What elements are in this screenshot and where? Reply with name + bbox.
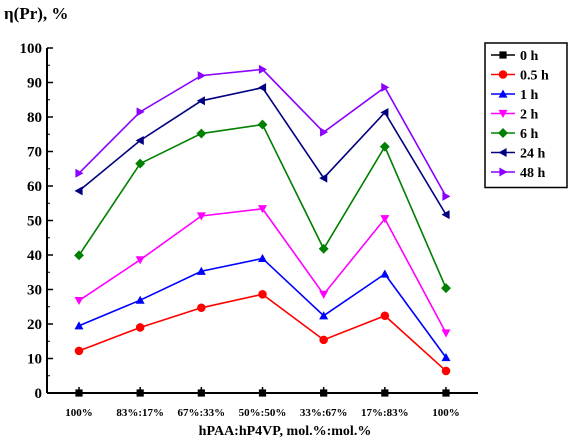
- x-tick-label: 67%:33%: [177, 407, 225, 419]
- data-point: [442, 389, 450, 397]
- data-point: [319, 173, 328, 183]
- series-line: [78, 86, 447, 216]
- legend-box: [484, 42, 568, 189]
- y-tick-label: 60: [27, 179, 42, 195]
- data-point: [258, 64, 267, 74]
- data-point: [380, 215, 390, 224]
- y-tick-label: 10: [27, 352, 42, 368]
- series-line: [78, 293, 447, 372]
- series-line: [78, 207, 447, 334]
- x-tick-label: 100%: [432, 407, 460, 419]
- data-point: [379, 141, 390, 152]
- data-point: [441, 352, 451, 362]
- data-point: [442, 191, 451, 201]
- data-point: [135, 323, 145, 332]
- legend-label: 0 h: [520, 49, 539, 64]
- x-tick-label: 33%:67%: [300, 407, 348, 419]
- data-point: [196, 128, 207, 139]
- legend-marker: [498, 70, 508, 79]
- data-point: [136, 389, 144, 397]
- data-point: [135, 158, 146, 169]
- data-point: [320, 389, 328, 397]
- data-point: [258, 205, 267, 214]
- legend-marker: [498, 89, 508, 98]
- data-point: [380, 269, 390, 278]
- y-tick-label: 70: [27, 145, 42, 161]
- data-point: [74, 186, 83, 196]
- y-tick-label: 40: [27, 248, 42, 264]
- data-point: [197, 389, 205, 397]
- data-point: [136, 107, 145, 117]
- legend-label: 2 h: [520, 108, 539, 123]
- data-point: [135, 295, 145, 304]
- data-point: [381, 82, 390, 92]
- data-point: [135, 135, 144, 145]
- y-tick-label: 30: [27, 283, 42, 299]
- data-point: [258, 290, 267, 299]
- data-point: [441, 210, 450, 220]
- data-point: [441, 366, 451, 376]
- data-point: [381, 389, 389, 397]
- data-point: [196, 266, 206, 275]
- x-tick-label: 50%:50%: [239, 407, 287, 419]
- legend-marker: [499, 51, 507, 59]
- data-point: [197, 303, 206, 313]
- y-tick-label: 100: [20, 41, 43, 57]
- legend-label: 0.5 h: [520, 69, 549, 84]
- data-point: [441, 329, 451, 338]
- series-line: [78, 257, 447, 358]
- legend-marker: [498, 109, 508, 118]
- data-point: [258, 83, 267, 93]
- data-point: [319, 335, 328, 345]
- data-point: [258, 253, 267, 263]
- data-point: [74, 250, 84, 261]
- data-point: [74, 321, 84, 330]
- data-point: [257, 119, 268, 130]
- data-point: [196, 212, 206, 221]
- legend-label: 24 h: [520, 147, 546, 162]
- y-axis-label: η(Pr), %: [4, 4, 69, 23]
- y-tick-label: 0: [35, 386, 43, 402]
- x-axis-label: hPAA:hP4VP, mol.%:mol.%: [198, 424, 372, 439]
- data-point: [196, 96, 205, 106]
- data-point: [320, 127, 329, 137]
- legend-marker: [498, 148, 507, 157]
- data-point: [319, 290, 329, 299]
- data-point: [318, 243, 329, 254]
- data-point: [441, 283, 451, 294]
- y-tick-label: 20: [27, 317, 42, 333]
- data-point: [135, 256, 145, 265]
- y-tick-label: 50: [27, 214, 42, 230]
- legend-label: 1 h: [520, 88, 539, 103]
- data-point: [258, 389, 267, 397]
- data-point: [75, 168, 84, 178]
- legend-marker: [499, 167, 508, 177]
- y-tick-label: 90: [27, 76, 42, 92]
- data-point: [75, 389, 83, 397]
- x-tick-label: 83%:17%: [116, 407, 164, 419]
- x-tick-label: 17%:83%: [361, 407, 409, 419]
- y-tick-label: 80: [27, 110, 42, 126]
- data-point: [380, 108, 389, 118]
- data-point: [74, 296, 84, 306]
- legend-label: 6 h: [520, 127, 539, 142]
- data-point: [319, 311, 329, 320]
- data-point: [197, 71, 206, 81]
- data-point: [380, 311, 390, 320]
- legend-label: 48 h: [520, 166, 546, 181]
- x-tick-label: 100%: [65, 407, 93, 419]
- legend-marker: [498, 128, 508, 138]
- data-point: [74, 346, 84, 356]
